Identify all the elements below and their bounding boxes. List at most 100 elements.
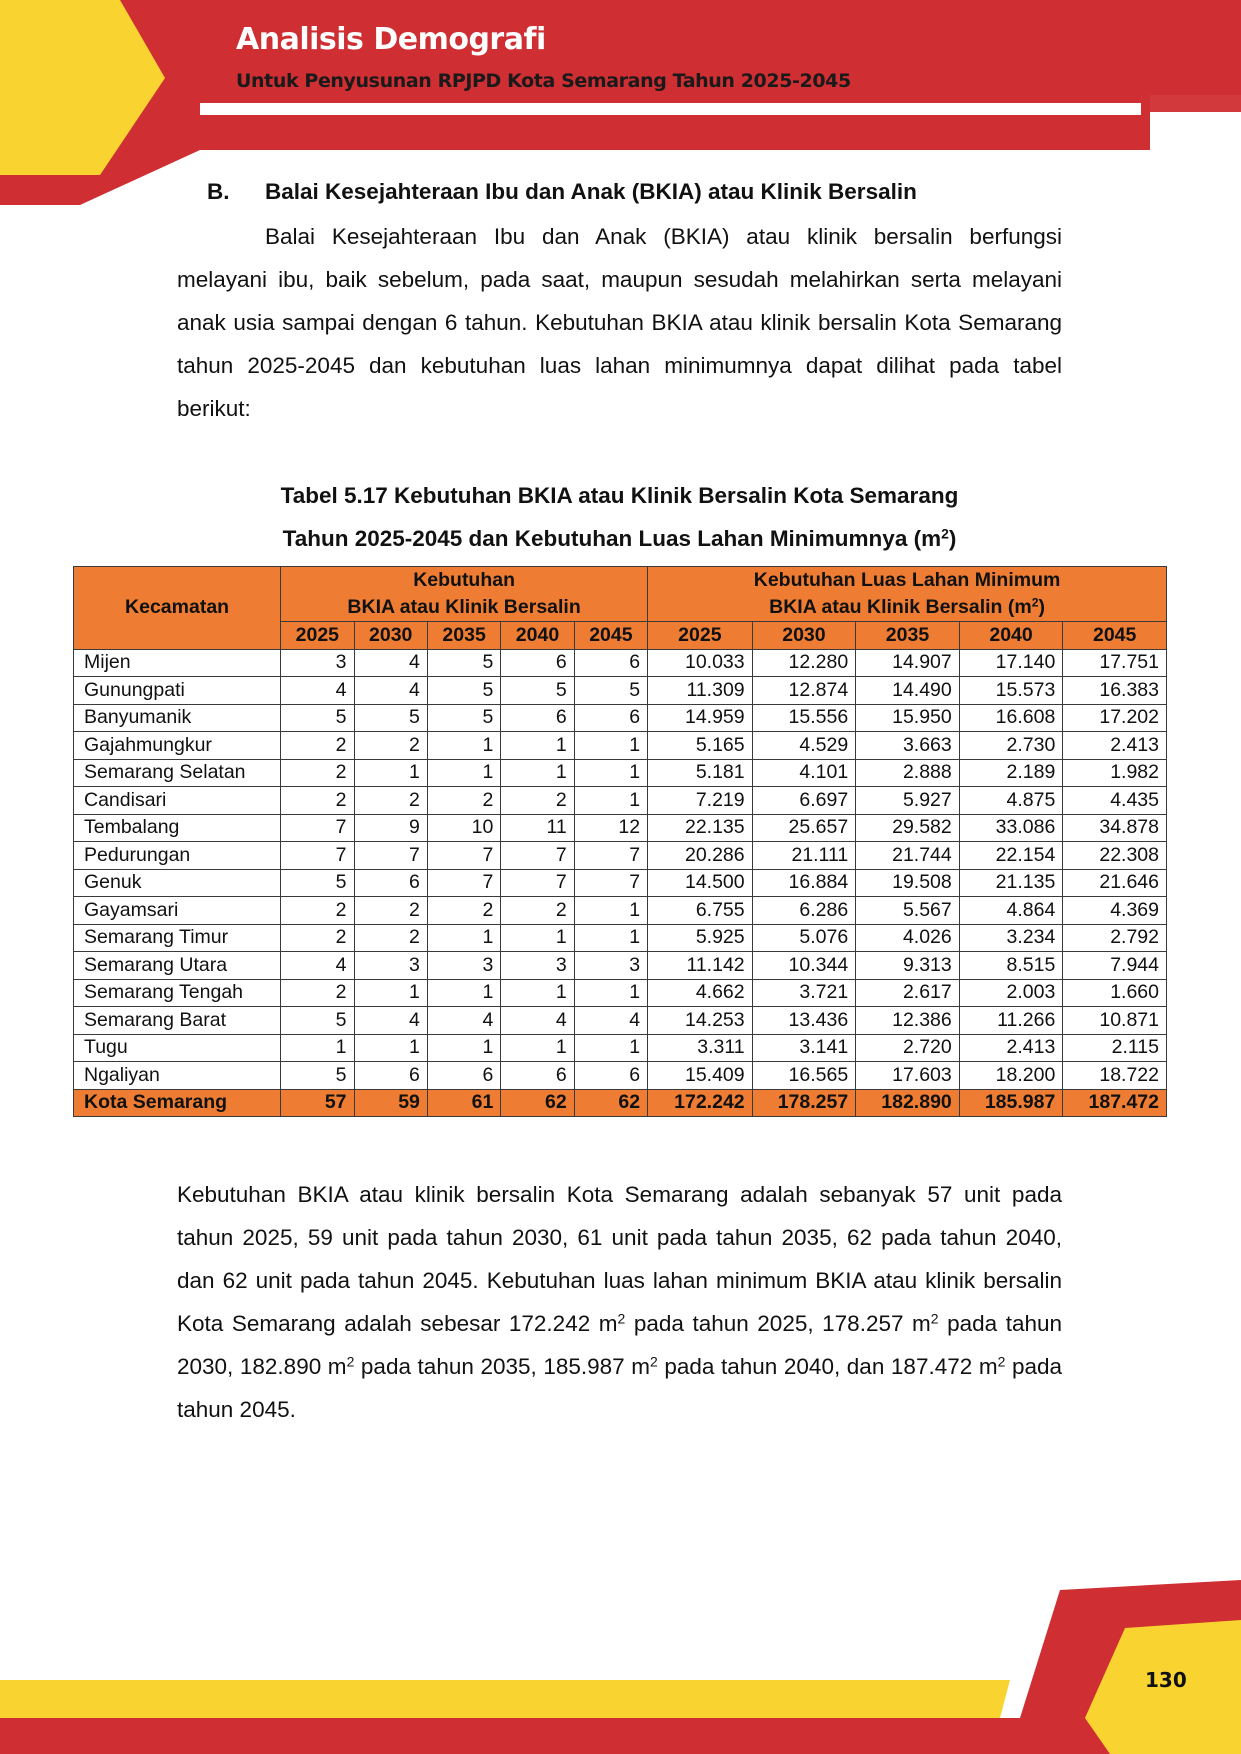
table-row: Semarang Tengah 2 1 1 1 1 4.662 3.721 2.617 2.003… <box>72 978 1167 1007</box>
area-cell: 5.165 <box>647 731 753 760</box>
units-cell: 10 <box>426 813 502 842</box>
year-header-area: 2035 <box>855 621 960 650</box>
area-cell: 3.141 <box>751 1033 857 1062</box>
area-cell: 10.344 <box>751 951 857 980</box>
units-cell: 3 <box>426 951 502 980</box>
area-cell: 14.490 <box>855 676 960 705</box>
area-cell: 4.026 <box>855 923 960 952</box>
units-cell: 3 <box>353 951 428 980</box>
units-cell: 1 <box>573 758 649 787</box>
area-cell: 185.987 <box>958 1088 1064 1117</box>
year-header-area: 2025 <box>647 621 753 650</box>
kecamatan-name: Semarang Timur <box>72 923 282 952</box>
header-subtitle: Untuk Penyusunan RPJPD Kota Semarang Tah… <box>236 70 851 92</box>
units-cell: 2 <box>280 923 355 952</box>
area-cell: 12.280 <box>751 648 857 677</box>
units-cell: 6 <box>426 1061 502 1090</box>
section-letter: B. <box>207 179 230 204</box>
kecamatan-name: Kota Semarang <box>72 1088 282 1117</box>
header-title: Analisis Demografi <box>236 22 546 57</box>
units-cell: 9 <box>353 813 428 842</box>
table-row: Pedurungan 7 7 7 7 7 20.286 21.111 21.744 22.154 2… <box>72 841 1167 870</box>
kecamatan-name: Gunungpati <box>72 676 282 705</box>
units-cell: 1 <box>500 978 575 1007</box>
units-cell: 2 <box>280 896 355 925</box>
area-cell: 16.884 <box>751 868 857 897</box>
total-row: Kota Semarang 57 59 61 62 62 172.242 178.257 182… <box>72 1088 1167 1117</box>
kecamatan-name: Gayamsari <box>72 896 282 925</box>
area-cell: 5.567 <box>855 896 960 925</box>
area-cell: 18.200 <box>958 1061 1064 1090</box>
area-cell: 18.722 <box>1062 1061 1167 1090</box>
year-header-units: 2045 <box>573 621 649 650</box>
page-number: 130 <box>1145 1668 1187 1692</box>
area-cell: 25.657 <box>751 813 857 842</box>
units-cell: 2 <box>353 896 428 925</box>
area-cell: 21.646 <box>1062 868 1167 897</box>
units-cell: 6 <box>573 648 649 677</box>
table-row: Gunungpati 4 4 5 5 5 11.309 12.874 14.490 15.573 1… <box>72 676 1167 705</box>
units-cell: 1 <box>573 1033 649 1062</box>
area-cell: 16.565 <box>751 1061 857 1090</box>
section-heading: B. Balai Kesejahteraan Ibu dan Anak (BKIA… <box>207 179 917 205</box>
area-cell: 12.874 <box>751 676 857 705</box>
area-cell: 13.436 <box>751 1006 857 1035</box>
units-cell: 5 <box>280 868 355 897</box>
units-cell: 5 <box>280 1061 355 1090</box>
units-cell: 3 <box>500 951 575 980</box>
area-cell: 3.663 <box>855 731 960 760</box>
area-cell: 4.369 <box>1062 896 1167 925</box>
units-cell: 59 <box>353 1088 428 1117</box>
units-cell: 4 <box>280 951 355 980</box>
kecamatan-name: Mijen <box>72 648 282 677</box>
units-cell: 6 <box>353 868 428 897</box>
table-row: Genuk 5 6 7 7 7 14.500 16.884 19.508 21.135 21.646 <box>72 868 1167 897</box>
units-cell: 1 <box>500 923 575 952</box>
area-cell: 5.925 <box>647 923 753 952</box>
area-cell: 3.721 <box>751 978 857 1007</box>
units-cell: 1 <box>573 923 649 952</box>
units-cell: 1 <box>500 731 575 760</box>
units-cell: 6 <box>500 648 575 677</box>
area-cell: 15.573 <box>958 676 1064 705</box>
area-cell: 4.864 <box>958 896 1064 925</box>
area-cell: 19.508 <box>855 868 960 897</box>
units-cell: 1 <box>573 786 649 815</box>
bkia-table: Kecamatan Kebutuhan BKIA atau Klinik Bers… <box>72 566 1167 1117</box>
area-cell: 17.603 <box>855 1061 960 1090</box>
area-cell: 21.744 <box>855 841 960 870</box>
area-cell: 12.386 <box>855 1006 960 1035</box>
units-cell: 7 <box>500 868 575 897</box>
year-header-units: 2030 <box>353 621 428 650</box>
area-cell: 1.660 <box>1062 978 1167 1007</box>
area-cell: 15.556 <box>751 703 857 732</box>
area-cell: 34.878 <box>1062 813 1167 842</box>
area-cell: 5.076 <box>751 923 857 952</box>
area-cell: 16.608 <box>958 703 1064 732</box>
area-cell: 178.257 <box>751 1088 857 1117</box>
kecamatan-name: Pedurungan <box>72 841 282 870</box>
units-cell: 2 <box>500 786 575 815</box>
units-cell: 6 <box>573 703 649 732</box>
units-cell: 3 <box>280 648 355 677</box>
area-cell: 29.582 <box>855 813 960 842</box>
area-cell: 187.472 <box>1062 1088 1167 1117</box>
area-cell: 9.313 <box>855 951 960 980</box>
area-cell: 17.202 <box>1062 703 1167 732</box>
area-cell: 4.435 <box>1062 786 1167 815</box>
area-cell: 15.409 <box>647 1061 753 1090</box>
units-cell: 1 <box>426 731 502 760</box>
table-row: Semarang Utara 4 3 3 3 3 11.142 10.344 9.313 8.51… <box>72 951 1167 980</box>
table-row: Mijen 3 4 5 6 6 10.033 12.280 14.907 17.140 17.751 <box>72 648 1167 677</box>
units-cell: 7 <box>573 868 649 897</box>
year-header-area: 2030 <box>751 621 857 650</box>
area-cell: 11.309 <box>647 676 753 705</box>
table-row: Semarang Selatan 2 1 1 1 1 5.181 4.101 2.888 2.18… <box>72 758 1167 787</box>
area-cell: 14.907 <box>855 648 960 677</box>
area-cell: 172.242 <box>647 1088 753 1117</box>
area-cell: 2.720 <box>855 1033 960 1062</box>
units-cell: 7 <box>426 868 502 897</box>
units-cell: 4 <box>426 1006 502 1035</box>
units-cell: 1 <box>573 731 649 760</box>
units-cell: 2 <box>280 978 355 1007</box>
